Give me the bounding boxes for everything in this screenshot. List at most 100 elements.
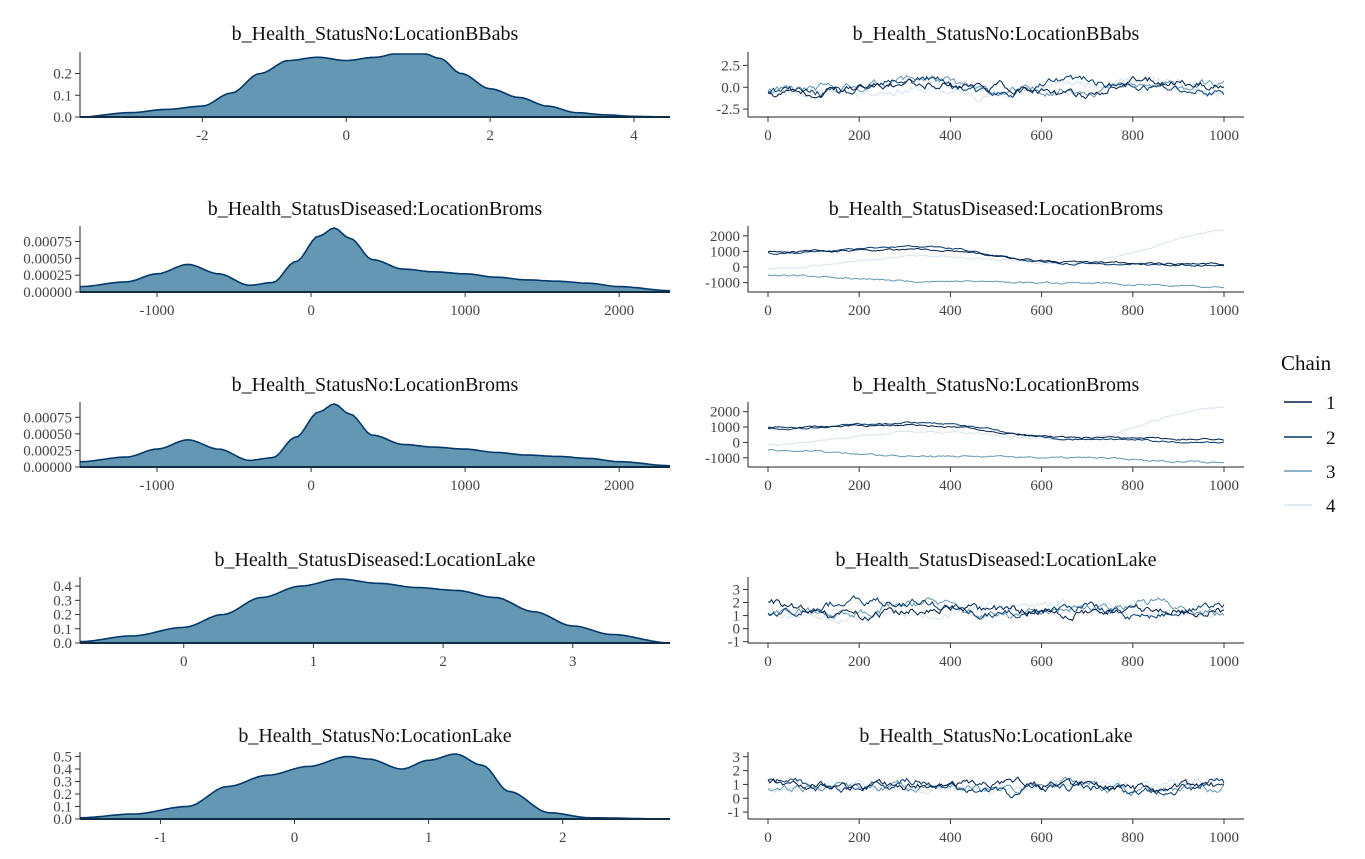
y-tick-label: 1 (733, 609, 741, 625)
panel-title: b_Health_StatusNo:LocationBBabs (232, 23, 519, 45)
y-tick-label: 1000 (710, 244, 740, 260)
panel-title: b_Health_StatusDiseased:LocationBroms (829, 198, 1164, 220)
x-tick-label: 2 (559, 830, 567, 846)
panel-title: b_Health_StatusNo:LocationBroms (853, 374, 1140, 396)
trace-chain-2 (767, 244, 1225, 267)
trace-chain-4 (767, 776, 1225, 796)
panel-trace-2: b_Health_StatusDiseased:LocationBroms 0 20… (705, 198, 1244, 319)
panel-density-4: b_Health_StatusDiseased:LocationLake 0 1 2 3… (53, 549, 671, 670)
y-tick-label: 0 (733, 435, 741, 451)
trace-chain-1 (768, 75, 1225, 100)
y-tick-label: 0.4 (53, 579, 72, 595)
x-tick-label: -1000 (140, 478, 175, 494)
density-area (80, 54, 670, 117)
x-tick-label: 800 (1122, 478, 1145, 494)
legend: Chain 1 2 3 4 (1281, 351, 1336, 517)
legend-label-1: 1 (1326, 393, 1336, 414)
y-tick-label: 0.0 (721, 80, 740, 96)
panel-title: b_Health_StatusNo:LocationBBabs (853, 23, 1140, 45)
x-tick-label: 1000 (450, 303, 480, 319)
trace-chain-1 (768, 423, 1225, 441)
x-tick-label: 0 (291, 830, 299, 846)
x-tick-label: 1000 (1209, 654, 1239, 670)
x-tick-label: 2 (486, 128, 494, 144)
density-area (80, 579, 670, 643)
x-tick-label: 2000 (604, 303, 634, 319)
x-tick-label: 400 (939, 303, 962, 319)
x-tick-label: -1000 (140, 303, 175, 319)
density-area (80, 754, 670, 819)
y-tick-label: 0.0 (53, 636, 72, 652)
y-tick-label: 0.00025 (23, 268, 72, 284)
x-tick-label: 400 (939, 830, 962, 846)
y-tick-label: 0.1 (53, 800, 72, 816)
y-tick-label: 0.00025 (23, 443, 72, 459)
y-tick-label: 2000 (710, 229, 740, 245)
x-tick-label: 1 (310, 654, 318, 670)
trace-chain-2 (767, 777, 1225, 799)
x-tick-label: 3 (569, 654, 577, 670)
x-tick-label: 1000 (1209, 478, 1239, 494)
y-tick-label: 0.4 (53, 762, 72, 778)
legend-entry-4: 4 (1284, 496, 1336, 517)
panel-title: b_Health_StatusNo:LocationLake (859, 725, 1132, 747)
x-tick-label: 200 (848, 303, 871, 319)
panel-title: b_Health_StatusNo:LocationLake (238, 725, 511, 747)
y-tick-label: 2.5 (721, 58, 740, 74)
x-tick-label: 600 (1030, 654, 1053, 670)
legend-entry-3: 3 (1284, 462, 1336, 483)
y-tick-label: -2.5 (716, 102, 740, 118)
y-tick-label: 0.2 (53, 787, 72, 803)
trace-chain-2 (767, 421, 1225, 444)
x-tick-label: 800 (1122, 128, 1145, 144)
x-tick-label: 200 (848, 478, 871, 494)
x-tick-label: 1000 (1209, 128, 1239, 144)
x-tick-label: 0 (307, 303, 315, 319)
trace-chain-4 (767, 598, 1225, 625)
y-tick-label: 0.0 (53, 812, 72, 828)
x-tick-label: 600 (1030, 830, 1053, 846)
x-tick-label: 0 (180, 654, 188, 670)
y-tick-label: 0.00000 (23, 460, 72, 476)
y-tick-label: 0.2 (53, 608, 72, 624)
trace-chain-4 (767, 229, 1225, 270)
y-tick-label: 0.0 (53, 110, 72, 126)
x-tick-label: 2000 (604, 478, 634, 494)
y-tick-label: 0.00075 (23, 410, 72, 426)
trace-chain-1 (767, 247, 1225, 266)
y-tick-label: 1000 (710, 420, 740, 436)
x-tick-label: 0 (764, 830, 772, 846)
y-tick-label: 0 (733, 622, 741, 638)
panel-density-1: b_Health_StatusNo:LocationBBabs -2 0 2 4 0.0 0… (53, 23, 670, 144)
panel-trace-1: b_Health_StatusNo:LocationBBabs 0 200 400 60… (716, 23, 1244, 144)
x-tick-label: 800 (1122, 654, 1145, 670)
y-tick-label: 0 (733, 260, 741, 276)
y-tick-label: 0.5 (53, 750, 72, 766)
x-tick-label: -2 (196, 128, 209, 144)
y-tick-label: 0.3 (53, 775, 72, 791)
y-tick-label: 2 (733, 596, 741, 612)
density-line (79, 578, 671, 644)
x-tick-label: 400 (939, 654, 962, 670)
y-tick-label: 0 (733, 791, 741, 807)
x-tick-label: 800 (1122, 830, 1145, 846)
panel-title: b_Health_StatusDiseased:LocationLake (835, 549, 1156, 571)
panels: b_Health_StatusNo:LocationBBabs-2 0 2 40.00… (23, 23, 1244, 846)
y-tick-label: 0.2 (53, 67, 72, 83)
y-tick-label: -1 (728, 805, 741, 821)
x-tick-label: 200 (848, 654, 871, 670)
y-tick-label: -1000 (705, 451, 740, 467)
y-tick-label: 0.00075 (23, 234, 72, 250)
x-tick-label: 1 (425, 830, 433, 846)
trace-chain-1 (767, 598, 1225, 622)
x-tick-label: 600 (1030, 478, 1053, 494)
x-tick-label: 600 (1030, 128, 1053, 144)
trace-chain-4 (767, 406, 1225, 446)
y-tick-label: 0.00050 (23, 427, 72, 443)
trace-chain-3 (767, 596, 1225, 620)
trace-chain-2 (767, 595, 1225, 621)
y-tick-label: 0.3 (53, 593, 72, 609)
x-tick-label: 400 (939, 128, 962, 144)
x-tick-label: 0 (764, 128, 772, 144)
trace-chain-1 (767, 776, 1225, 793)
